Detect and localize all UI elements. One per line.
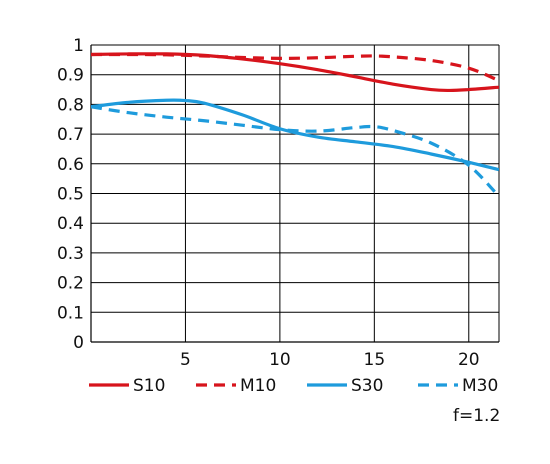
legend-label-m10: M10 <box>240 376 276 396</box>
y-tick-label: 0.8 <box>57 95 84 115</box>
y-tick-label: 0.3 <box>57 244 84 264</box>
grid <box>91 44 499 343</box>
axes <box>90 45 500 343</box>
x-tick-labels: 5 10 15 20 <box>180 350 480 370</box>
y-tick-label: 0 <box>73 333 84 353</box>
y-tick-label: 0.9 <box>57 66 84 86</box>
legend-label-s30: S30 <box>351 376 383 396</box>
legend: S10 M10 S30 M30 <box>89 376 498 396</box>
y-tick-label: 1 <box>73 36 84 56</box>
y-tick-labels: 0 0.1 0.2 0.3 0.4 0.5 0.6 0.7 0.8 0.9 1 <box>57 36 84 353</box>
y-tick-label: 0.2 <box>57 274 84 294</box>
series-line-m30 <box>91 105 499 198</box>
aperture-note: f=1.2 <box>453 406 501 426</box>
x-tick-label: 10 <box>269 350 291 370</box>
y-tick-label: 0.7 <box>57 125 84 145</box>
y-tick-label: 0.5 <box>57 185 84 205</box>
x-tick-label: 15 <box>364 350 386 370</box>
legend-label-m30: M30 <box>462 376 498 396</box>
x-tick-label: 5 <box>180 350 191 370</box>
series-line-m10 <box>91 52 499 83</box>
series-line-s30 <box>91 98 499 172</box>
x-tick-label: 20 <box>458 350 480 370</box>
plot-lines <box>91 52 499 198</box>
y-tick-label: 0.1 <box>57 303 84 323</box>
y-tick-label: 0.4 <box>57 214 84 234</box>
legend-label-s10: S10 <box>133 376 165 396</box>
y-tick-label: 0.6 <box>57 155 84 175</box>
